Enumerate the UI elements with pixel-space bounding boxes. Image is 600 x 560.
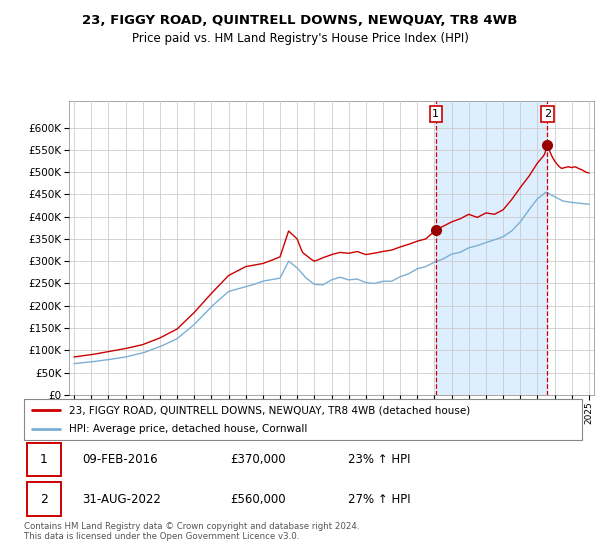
Text: 31-AUG-2022: 31-AUG-2022 <box>83 493 161 506</box>
Text: Contains HM Land Registry data © Crown copyright and database right 2024.
This d: Contains HM Land Registry data © Crown c… <box>24 522 359 542</box>
Text: 1: 1 <box>433 109 439 119</box>
Text: Price paid vs. HM Land Registry's House Price Index (HPI): Price paid vs. HM Land Registry's House … <box>131 32 469 45</box>
Text: 27% ↑ HPI: 27% ↑ HPI <box>347 493 410 506</box>
FancyBboxPatch shape <box>27 443 61 477</box>
FancyBboxPatch shape <box>27 483 61 516</box>
Text: £370,000: £370,000 <box>230 453 286 466</box>
Text: 09-FEB-2016: 09-FEB-2016 <box>83 453 158 466</box>
Text: 2: 2 <box>544 109 551 119</box>
Text: 1: 1 <box>40 453 48 466</box>
Bar <box>436 101 547 395</box>
Text: 23% ↑ HPI: 23% ↑ HPI <box>347 453 410 466</box>
FancyBboxPatch shape <box>24 399 582 440</box>
Text: 23, FIGGY ROAD, QUINTRELL DOWNS, NEWQUAY, TR8 4WB: 23, FIGGY ROAD, QUINTRELL DOWNS, NEWQUAY… <box>82 14 518 27</box>
Text: £560,000: £560,000 <box>230 493 286 506</box>
Text: 2: 2 <box>40 493 48 506</box>
Text: 23, FIGGY ROAD, QUINTRELL DOWNS, NEWQUAY, TR8 4WB (detached house): 23, FIGGY ROAD, QUINTRELL DOWNS, NEWQUAY… <box>68 405 470 415</box>
Text: HPI: Average price, detached house, Cornwall: HPI: Average price, detached house, Corn… <box>68 424 307 433</box>
